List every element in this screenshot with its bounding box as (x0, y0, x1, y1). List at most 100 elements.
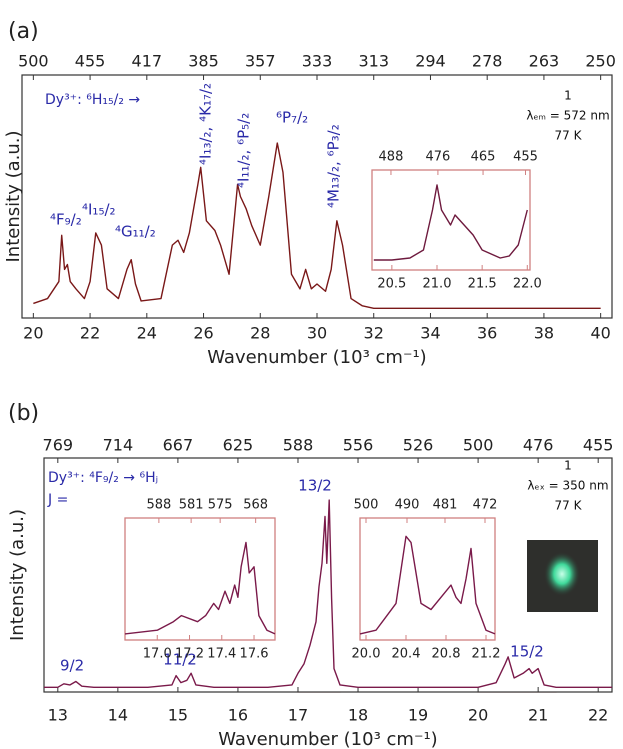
panel-label: (b) (8, 401, 39, 426)
annotation: ⁴I₁₅/₂ (82, 201, 116, 219)
x-tick-label: 32 (364, 324, 384, 343)
annotation: 77 K (555, 499, 583, 513)
x2-tick-label: 500 (18, 52, 49, 71)
x2-tick-label: 294 (415, 52, 446, 71)
x2-tick-label: 455 (513, 150, 538, 165)
x2-tick-label: 465 (471, 150, 496, 165)
x-tick-label: 21.2 (472, 647, 501, 662)
y-axis-label: Intensity (a.u.) (7, 509, 28, 641)
x-tick-label: 14 (108, 706, 128, 725)
x-tick-label: 21.0 (423, 277, 452, 292)
x-tick-label: 17.4 (207, 647, 236, 662)
inset-frame (371, 169, 531, 271)
x2-tick-label: 500 (463, 436, 494, 455)
x2-tick-label: 357 (245, 52, 276, 71)
spectrum-line (359, 535, 496, 635)
annotation: λₑₓ = 350 nm (527, 479, 608, 493)
x2-tick-label: 385 (188, 52, 219, 71)
x2-tick-label: 263 (529, 52, 560, 71)
x2-tick-label: 417 (132, 52, 163, 71)
x2-tick-label: 488 (379, 150, 404, 165)
x-tick-label: 36 (477, 324, 497, 343)
x2-tick-label: 556 (343, 436, 374, 455)
x-tick-label: 18 (348, 706, 368, 725)
annotation: 9/2 (60, 657, 84, 675)
annotation: 1 (564, 89, 572, 103)
spectrum-line (44, 499, 612, 689)
x2-tick-label: 714 (103, 436, 134, 455)
x-tick-label: 20 (468, 706, 488, 725)
x-axis-label: Wavenumber (10³ cm⁻¹) (218, 729, 437, 749)
spectrum-line (373, 184, 528, 261)
spectrum-line (124, 541, 276, 635)
x-tick-label: 15 (168, 706, 188, 725)
x2-tick-label: 278 (472, 52, 503, 71)
x-tick-label: 38 (534, 324, 554, 343)
annotation: 13/2 (298, 477, 332, 495)
x2-tick-label: 313 (358, 52, 389, 71)
x-tick-label: 20.0 (352, 647, 381, 662)
annotation: ⁴I₁₁/₂, ⁶P₅/₂ (235, 113, 253, 188)
annotation: λₑₘ = 572 nm (526, 109, 609, 123)
x-tick-label: 20 (23, 324, 43, 343)
sample-glow (544, 552, 580, 596)
inset-frame (359, 517, 496, 641)
x-tick-label: 26 (193, 324, 213, 343)
x2-tick-label: 472 (473, 498, 498, 513)
y-axis-label: Intensity (a.u.) (3, 131, 24, 263)
annotation: ⁴G₁₁/₂ (115, 223, 156, 241)
x-tick-label: 20.4 (392, 647, 421, 662)
x2-tick-label: 588 (283, 436, 314, 455)
annotation: 15/2 (510, 643, 544, 661)
x2-tick-label: 476 (425, 150, 450, 165)
x-tick-label: 22 (588, 706, 608, 725)
x2-tick-label: 581 (179, 498, 204, 513)
x2-tick-label: 625 (223, 436, 254, 455)
annotation: ⁶P₇/₂ (276, 109, 308, 127)
x2-tick-label: 526 (403, 436, 434, 455)
x-tick-label: 22.0 (513, 277, 542, 292)
x-tick-label: 22 (80, 324, 100, 343)
x-tick-label: 19 (408, 706, 428, 725)
x2-tick-label: 575 (208, 498, 233, 513)
x-tick-label: 21 (528, 706, 548, 725)
x-tick-label: 28 (250, 324, 270, 343)
x-tick-label: 21.5 (468, 277, 497, 292)
x2-tick-label: 667 (163, 436, 194, 455)
annotation: ⁴I₁₃/₂, ⁴K₁₇/₂ (197, 83, 215, 165)
x2-tick-label: 481 (433, 498, 458, 513)
x-tick-label: 24 (137, 324, 157, 343)
panel-label: (a) (8, 19, 39, 44)
annotation: 77 K (555, 129, 583, 143)
x-tick-label: 17.2 (175, 647, 204, 662)
spectrum-line (33, 142, 601, 309)
annotation: ⁴M₁₃/₂, ⁶P₃/₂ (325, 124, 343, 208)
x2-tick-label: 568 (243, 498, 268, 513)
x2-tick-label: 333 (302, 52, 333, 71)
annotation: 11/2 (163, 651, 197, 669)
x2-tick-label: 455 (75, 52, 106, 71)
x2-tick-label: 769 (43, 436, 74, 455)
annotation: ⁴F₉/₂ (50, 211, 82, 229)
x-tick-label: 34 (420, 324, 440, 343)
x-tick-label: 16 (228, 706, 248, 725)
x-tick-label: 20.8 (432, 647, 461, 662)
x2-tick-label: 250 (585, 52, 616, 71)
annotation: Dy³⁺: ⁶H₁₅/₂ → (45, 92, 140, 108)
annotation: J = (47, 492, 68, 508)
annotation: Dy³⁺: ⁴F₉/₂ → ⁶Hⱼ (48, 470, 158, 486)
x-tick-label: 13 (48, 706, 68, 725)
x2-tick-label: 476 (523, 436, 554, 455)
x-tick-label: 17 (288, 706, 308, 725)
annotation: 1 (564, 459, 572, 473)
x2-tick-label: 588 (146, 498, 171, 513)
x-axis-label: Wavenumber (10³ cm⁻¹) (207, 347, 426, 368)
x-tick-label: 20.5 (377, 277, 406, 292)
inset-frame (124, 517, 276, 641)
x-tick-label: 17.0 (143, 647, 172, 662)
x2-tick-label: 490 (395, 498, 420, 513)
x-tick-label: 40 (590, 324, 610, 343)
x2-tick-label: 455 (583, 436, 614, 455)
x-tick-label: 17.6 (240, 647, 269, 662)
